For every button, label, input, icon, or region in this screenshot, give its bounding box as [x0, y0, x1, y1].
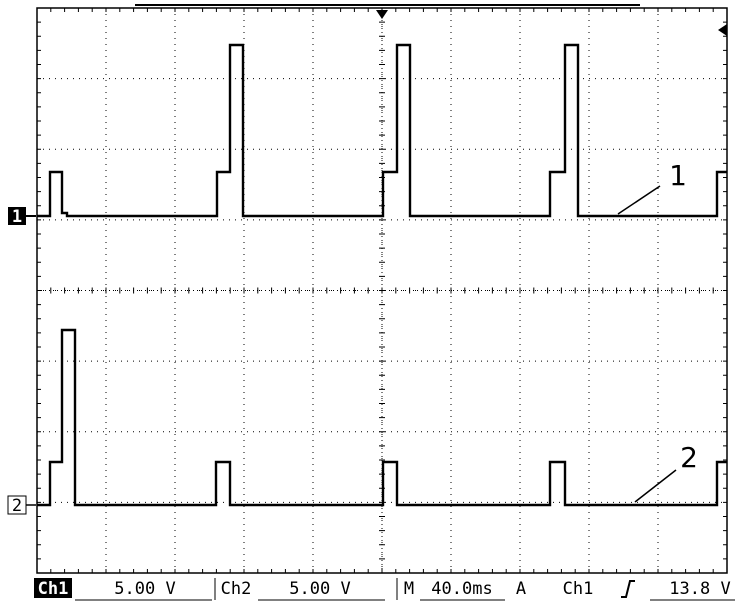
- ch1-label-box: [34, 578, 72, 598]
- annotation-leader: [617, 185, 661, 215]
- channel-1-trace: [37, 43, 727, 218]
- ch1-scale: 5.00 V: [114, 579, 175, 599]
- channel-2-marker: 2: [12, 496, 22, 516]
- trigger-level-marker: [718, 24, 727, 36]
- graticule: [37, 8, 727, 573]
- trigger-slope-icon: [621, 580, 635, 598]
- timebase: 40.0ms: [431, 579, 492, 599]
- trigger-mode: A: [516, 579, 526, 599]
- channel-1-marker-box: [8, 207, 26, 225]
- annotation: 2: [680, 441, 698, 474]
- channel-2-trace: [37, 328, 727, 507]
- ch1-label: Ch1: [38, 579, 69, 599]
- trigger-source: Ch1: [563, 579, 594, 599]
- channel-1-marker: 1: [12, 207, 22, 227]
- annotation: 1: [669, 159, 687, 192]
- status-bar: Ch1 5.00 V Ch2 5.00 V M 40.0ms A Ch1 13.…: [34, 578, 735, 601]
- annotation-leader: [634, 469, 677, 503]
- trigger-level: 13.8 V: [669, 579, 730, 599]
- timebase-prefix: M: [404, 579, 414, 599]
- ch2-scale: 5.00 V: [289, 579, 350, 599]
- ch2-label: Ch2: [221, 579, 252, 599]
- trigger-position-marker: [376, 10, 388, 19]
